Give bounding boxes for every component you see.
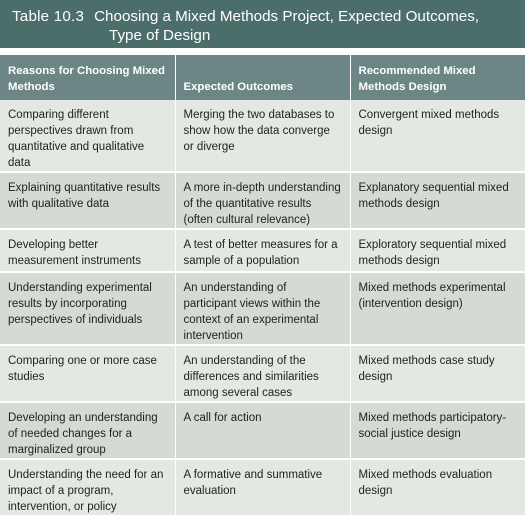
table-row: Comparing different perspectives drawn f… bbox=[0, 100, 525, 173]
table-row: Comparing one or more case studies An un… bbox=[0, 345, 525, 403]
table-title-line-1: Choosing a Mixed Methods Project, Expect… bbox=[94, 8, 480, 25]
cell-outcome: A more in-depth understanding of the qua… bbox=[175, 172, 351, 230]
table-number: Table 10.3 bbox=[12, 8, 85, 25]
cell-outcome: Merging the two databases to show how th… bbox=[175, 100, 351, 173]
table-body: Comparing different perspectives drawn f… bbox=[0, 100, 525, 517]
cell-design: Explanatory sequential mixed methods des… bbox=[350, 172, 525, 230]
cell-outcome: A formative and summative evaluation bbox=[175, 459, 351, 517]
cell-reason: Explaining quantitative results with qua… bbox=[0, 172, 176, 230]
cell-design: Mixed methods evaluation design bbox=[350, 459, 525, 517]
cell-reason: Comparing different perspectives drawn f… bbox=[0, 100, 176, 173]
header-design: Recommended Mixed Methods Design bbox=[350, 55, 525, 100]
mixed-methods-table: Reasons for Choosing Mixed Methods Expec… bbox=[0, 55, 525, 517]
table-title: Table 10.3 Choosing a Mixed Methods Proje… bbox=[0, 0, 525, 48]
cell-outcome: An understanding of participant views wi… bbox=[175, 272, 351, 346]
cell-design: Mixed methods participatory-social justi… bbox=[350, 402, 525, 460]
table-row: Understanding experimental results by in… bbox=[0, 272, 525, 346]
cell-reason: Understanding the need for an impact of … bbox=[0, 459, 176, 517]
cell-design: Mixed methods experimental (intervention… bbox=[350, 272, 525, 346]
cell-outcome: A call for action bbox=[175, 402, 351, 460]
table-row: Developing better measurement instrument… bbox=[0, 229, 525, 273]
table-header: Reasons for Choosing Mixed Methods Expec… bbox=[0, 55, 525, 100]
cell-reason: Developing better measurement instrument… bbox=[0, 229, 176, 273]
cell-reason: Understanding experimental results by in… bbox=[0, 272, 176, 346]
header-row: Reasons for Choosing Mixed Methods Expec… bbox=[0, 55, 525, 100]
header-reasons: Reasons for Choosing Mixed Methods bbox=[0, 55, 176, 100]
table-row: Understanding the need for an impact of … bbox=[0, 459, 525, 517]
table-title-line-2: Type of Design bbox=[109, 27, 211, 44]
table-row: Developing an understanding of needed ch… bbox=[0, 402, 525, 460]
table-row: Explaining quantitative results with qua… bbox=[0, 172, 525, 230]
cell-outcome: A test of better measures for a sample o… bbox=[175, 229, 351, 273]
cell-reason: Developing an understanding of needed ch… bbox=[0, 402, 176, 460]
cell-reason: Comparing one or more case studies bbox=[0, 345, 176, 403]
cell-design: Exploratory sequential mixed methods des… bbox=[350, 229, 525, 273]
cell-design: Convergent mixed methods design bbox=[350, 100, 525, 173]
cell-outcome: An understanding of the differences and … bbox=[175, 345, 351, 403]
cell-design: Mixed methods case study design bbox=[350, 345, 525, 403]
header-outcomes: Expected Outcomes bbox=[175, 55, 351, 100]
